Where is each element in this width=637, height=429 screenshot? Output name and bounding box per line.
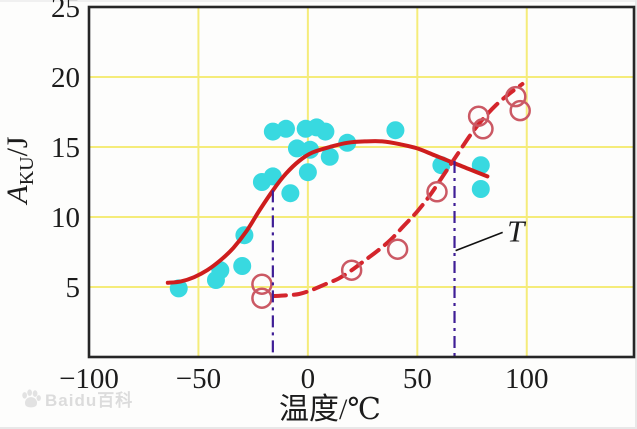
- plot-frame: [87, 5, 636, 359]
- data-point-open-2: [340, 259, 363, 281]
- data-point-open-0: [251, 273, 273, 295]
- upper-trend-curve: [165, 139, 490, 285]
- data-point-filled-9: [281, 184, 300, 203]
- data-point-filled-20: [471, 156, 490, 175]
- data-point-filled-18: [386, 121, 405, 140]
- y-axis-label: AKU/J: [1, 136, 38, 206]
- data-point-open-1: [251, 287, 273, 309]
- x-tick-label--100: −100: [59, 363, 119, 395]
- data-point-filled-15: [316, 122, 335, 141]
- data-point-open-3: [386, 238, 409, 260]
- data-point-open-8: [509, 99, 531, 122]
- watermark-text: Baidu百科: [45, 391, 134, 410]
- t-annotation-pointer: [455, 231, 503, 252]
- data-point-open-6: [472, 118, 494, 140]
- x-tick-label-100: 100: [505, 363, 549, 395]
- y-tick-label-5: 5: [66, 272, 81, 304]
- data-point-filled-8: [276, 119, 295, 138]
- baidu-paw-icon: [22, 388, 41, 407]
- x-tick-label-0: 0: [301, 363, 316, 395]
- data-point-filled-6: [263, 167, 282, 186]
- data-point-filled-3: [233, 257, 252, 275]
- data-point-open-7: [505, 85, 527, 108]
- data-point-filled-12: [298, 163, 317, 182]
- data-point-filled-16: [320, 147, 339, 166]
- data-point-filled-10: [287, 139, 306, 158]
- data-point-filled-21: [471, 180, 490, 198]
- baidu-watermark: Baidu百科: [20, 386, 133, 411]
- x-axis-label: 温度/℃: [279, 393, 381, 426]
- y-tick-label-10: 10: [51, 202, 80, 234]
- x-tick-label-50: 50: [403, 363, 432, 395]
- y-tick-label-25: 25: [51, 0, 80, 24]
- y-tick-label-20: 20: [51, 62, 80, 94]
- t-annotation-label: T: [507, 214, 527, 249]
- x-tick-label--50: −50: [176, 363, 221, 395]
- y-tick-label-15: 15: [51, 132, 80, 164]
- data-point-open-4: [426, 181, 448, 203]
- data-point-open-5: [467, 105, 490, 127]
